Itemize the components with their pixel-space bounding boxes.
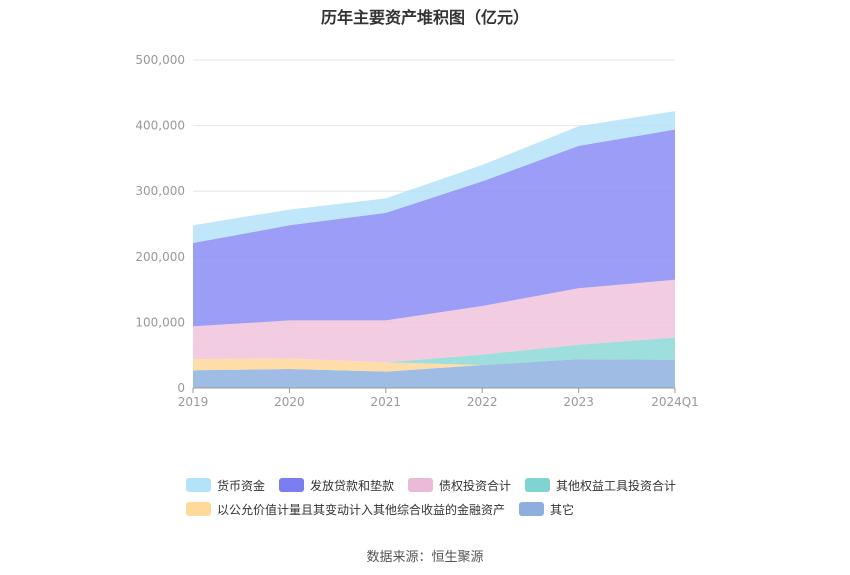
area-以公允价值计量且其变动计入其他综合收益的金融资产[interactable]: [193, 358, 675, 372]
legend-label: 以公允价值计量且其变动计入其他综合收益的金融资产: [217, 502, 506, 517]
x-tick-label: 2024Q1: [651, 395, 699, 409]
legend-label: 其他权益工具投资合计: [556, 478, 677, 493]
x-tick-label: 2022: [467, 395, 498, 409]
legend-item-loans[interactable]: 发放贷款和垫款: [279, 477, 394, 494]
y-tick-label: 500,000: [135, 53, 185, 67]
legend-label: 其它: [550, 502, 575, 517]
area-其它[interactable]: [193, 359, 675, 388]
legend-label: 货币资金: [217, 478, 266, 493]
legend-swatch: [519, 502, 545, 516]
x-tick-label: 2020: [274, 395, 305, 409]
data-source: 数据来源：恒生聚源: [366, 550, 484, 565]
x-tick-label: 2021: [371, 395, 402, 409]
legend-item-debt-investment[interactable]: 债权投资合计: [408, 477, 511, 494]
legend-item-other-equity[interactable]: 其他权益工具投资合计: [525, 477, 676, 494]
y-tick-label: 100,000: [135, 315, 185, 329]
area-债权投资合计[interactable]: [193, 279, 675, 363]
x-tick-label: 2019: [178, 395, 209, 409]
x-axis: 2019 2020 2021 2022 2023 2024Q1: [178, 387, 699, 409]
area-货币资金[interactable]: [193, 111, 675, 244]
legend-swatch: [186, 502, 211, 516]
legend-swatch: [279, 478, 305, 492]
legend-label: 发放贷款和垫款: [310, 478, 395, 493]
legend-row: 以公允价值计量且其变动计入其他综合收益的金融资产 其它: [186, 497, 706, 521]
chart-title: 历年主要资产堆积图（亿元）: [320, 8, 529, 27]
y-tick-label: 0: [177, 381, 185, 395]
area-series: [193, 111, 675, 388]
y-tick-label: 400,000: [135, 119, 185, 133]
area-其他权益工具投资合计[interactable]: [193, 337, 675, 366]
legend-swatch: [525, 478, 551, 492]
legend-label: 债权投资合计: [439, 478, 512, 493]
legend-swatch: [408, 478, 434, 492]
legend-swatch: [186, 478, 211, 492]
y-tick-label: 300,000: [135, 184, 185, 198]
legend-item-other[interactable]: 其它: [519, 501, 574, 518]
legend: 货币资金 发放贷款和垫款 债权投资合计 其他权益工具投资合计 以公允价值计量且其…: [186, 473, 706, 521]
x-tick-label: 2023: [563, 395, 594, 409]
legend-item-cash[interactable]: 货币资金: [186, 477, 265, 494]
y-axis: 0 100,000 200,000 300,000 400,000 500,000: [135, 53, 185, 395]
y-tick-label: 200,000: [135, 250, 185, 264]
legend-row: 货币资金 发放贷款和垫款 债权投资合计 其他权益工具投资合计: [186, 473, 706, 497]
area-发放贷款和垫款[interactable]: [193, 129, 675, 327]
legend-item-fvoci[interactable]: 以公允价值计量且其变动计入其他综合收益的金融资产: [186, 501, 505, 518]
